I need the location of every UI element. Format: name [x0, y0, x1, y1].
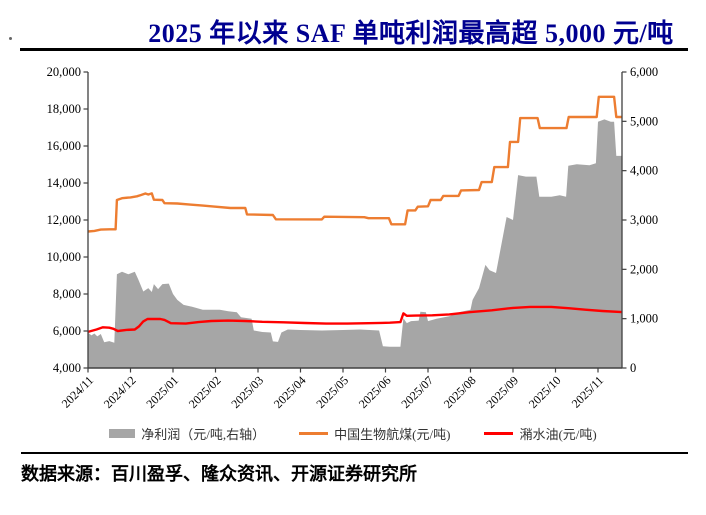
- page-title: 2025 年以来 SAF 单吨利润最高超 5,000 元/吨: [148, 19, 674, 48]
- left-axis-tick-label: 8,000: [53, 287, 81, 301]
- x-axis-tick-label: 2024/11: [59, 373, 96, 410]
- x-axis-tick-label: 2025/06: [356, 373, 394, 411]
- legend-item-net-profit: 净利润（元/吨,右轴）: [109, 424, 265, 443]
- legend-item-swill-oil: 潲水油(元/吨): [484, 424, 597, 443]
- right-axis-tick-label: 5,000: [630, 114, 658, 128]
- x-axis-tick-label: 2024/12: [101, 373, 139, 411]
- x-axis-tick-label: 2025/09: [483, 373, 521, 411]
- x-axis-tick-label: 2025/11: [569, 373, 606, 410]
- footer-divider: [21, 452, 688, 454]
- right-axis-tick-label: 4,000: [630, 164, 658, 178]
- left-axis-tick-label: 6,000: [53, 324, 81, 338]
- swill-oil-swatch: [484, 431, 514, 435]
- x-axis-tick-label: 2025/07: [398, 373, 436, 411]
- right-axis-tick-label: 1,000: [630, 312, 658, 326]
- x-axis-tick-label: 2025/03: [228, 373, 266, 411]
- left-axis-tick-label: 14,000: [47, 176, 81, 190]
- legend-label-net-profit: 净利润（元/吨,右轴）: [141, 426, 266, 442]
- legend-label-bio-jet-fuel: 中国生物航煤(元/吨): [334, 426, 451, 442]
- right-axis-tick-label: 6,000: [630, 65, 658, 79]
- data-source-text: 数据来源：百川盈孚、隆众资讯、开源证券研究所: [21, 464, 417, 484]
- artifact-dot: [9, 37, 12, 40]
- left-axis-tick-label: 12,000: [47, 213, 81, 227]
- left-axis-tick-label: 10,000: [47, 250, 81, 264]
- right-axis-tick-label: 2,000: [630, 262, 658, 276]
- right-axis-tick-label: 3,000: [630, 213, 658, 227]
- left-axis-tick-label: 18,000: [47, 102, 81, 116]
- left-axis-tick-label: 16,000: [47, 139, 81, 153]
- left-axis-tick-label: 20,000: [47, 65, 81, 79]
- x-axis-tick-label: 2025/05: [313, 373, 351, 411]
- legend-label-swill-oil: 潲水油(元/吨): [519, 426, 597, 442]
- x-axis-tick-label: 2025/04: [271, 373, 309, 411]
- x-axis-tick-label: 2025/08: [441, 373, 479, 411]
- bio-jet-fuel-swatch: [299, 431, 329, 435]
- legend-item-bio-jet-fuel: 中国生物航煤(元/吨): [299, 424, 450, 443]
- x-axis-tick-label: 2025/10: [526, 373, 564, 411]
- net-profit-swatch: [109, 428, 136, 438]
- x-axis-tick-label: 2025/02: [186, 373, 224, 411]
- net-profit-area: [88, 119, 622, 369]
- profit-chart: 4,000 6,000 8,000 10,000 12,000 14,000 16,000 1…: [47, 65, 659, 411]
- chart-area: 4,000 6,000 8,000 10,000 12,000 14,000 16,000 1…: [47, 65, 659, 411]
- bio-jet-fuel-line: [87, 95, 622, 233]
- legend: 净利润（元/吨,右轴） 中国生物航煤(元/吨) 潲水油(元/吨): [0, 423, 706, 443]
- title-underline: [20, 48, 688, 51]
- swill-oil-line: [87, 305, 622, 334]
- right-axis-tick-label: 0: [630, 361, 636, 375]
- left-axis-tick-label: 4,000: [53, 361, 81, 375]
- x-axis-tick-label: 2025/01: [143, 373, 181, 411]
